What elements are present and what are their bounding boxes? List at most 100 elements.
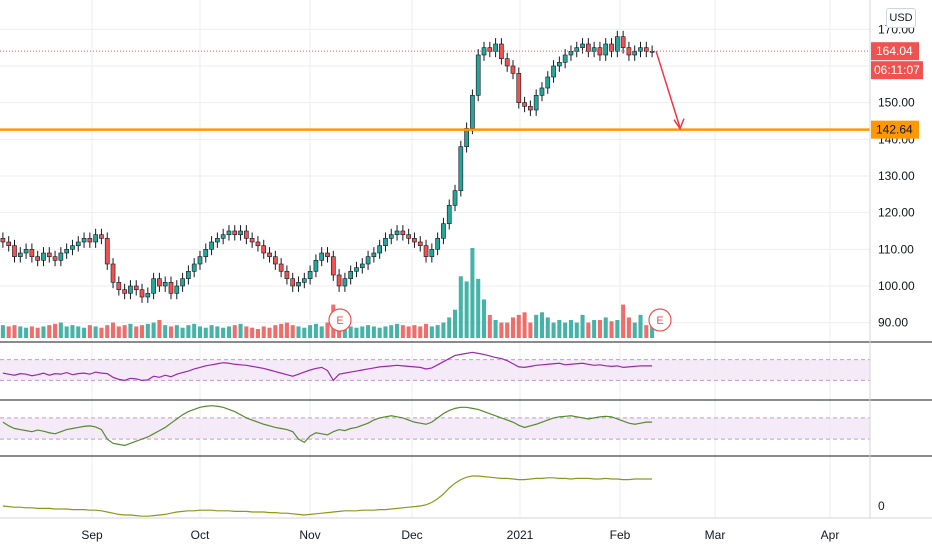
volume-bar [111,322,116,338]
volume-bar [18,326,23,338]
volume-bar [261,326,266,338]
volume-bar [6,326,11,338]
candle-body [267,252,272,257]
candle-body [301,278,307,283]
candle-body [609,43,614,52]
volume-bar [290,325,295,338]
indicator-panes [0,341,932,517]
candle-body [249,238,255,243]
volume-bar [447,317,452,338]
candle-body [412,238,417,243]
candle-body [17,252,23,257]
indicator-band [0,417,870,440]
volume-bar [371,326,376,338]
candle-body [0,238,6,243]
candle-body [307,271,313,279]
volume-bar [238,323,243,338]
candle-body [174,285,180,294]
currency-label: USD [889,12,913,24]
volume-bar [128,323,133,338]
candle-body [464,128,469,147]
currency-button[interactable]: USD [886,8,916,28]
candle-body [145,293,151,298]
earnings-marker-label: E [336,315,343,327]
candle-body [226,230,232,235]
candle-body [81,238,87,243]
candle-body [388,234,394,239]
volume-bar [24,327,29,338]
volume-bar [586,322,591,338]
volume-bars [0,248,655,338]
candle-body [319,252,325,261]
y-tick-label: 150.00 [878,96,915,110]
volume-bar [122,325,127,338]
candle-body [64,249,69,254]
candle-body [336,274,342,287]
volume-bar [395,323,400,338]
candle-body [603,43,609,56]
candle-body [162,282,168,287]
volume-bar [632,322,637,338]
volume-bar [452,309,458,338]
countdown-tag [871,61,923,80]
volume-bar [424,323,429,338]
volume-bar [273,325,278,338]
volume-bar [29,326,34,338]
candle-body [70,245,75,250]
volume-bar [383,326,388,338]
candle-body [522,102,527,107]
countdown-label: 06:11:07 [874,63,920,77]
candle-body [470,95,475,129]
candle-body [441,223,446,239]
volume-bar [168,326,174,338]
volume-bar [267,327,272,338]
candle-body [580,43,585,48]
volume-bar [0,325,5,338]
volume-bar [377,327,382,338]
candle-body [643,47,649,52]
candle-body [41,252,46,261]
candle-body [35,256,41,261]
indicator-line [2,351,653,382]
volume-bar [435,325,440,338]
volume-bar [534,314,539,338]
volume-bar [551,322,556,338]
candle-body [232,230,238,235]
volume-bar [284,322,289,338]
candle-body [365,256,371,265]
candle-body [417,241,423,246]
volume-bar [539,312,544,338]
volume-bar [93,326,98,338]
volume-bar [609,321,614,338]
earnings-marker [648,308,672,332]
volume-bar [638,314,643,338]
volume-bar [186,325,191,338]
volume-bar [342,325,347,338]
candle-body [371,252,377,257]
candle-body [325,252,330,257]
candle-body [348,271,354,279]
volume-bar [244,326,249,338]
candle-body [493,43,498,52]
volume-bar [99,327,104,338]
candle-body [116,282,122,290]
volume-bar [429,326,434,338]
candle-body [215,238,220,243]
candle-body [122,289,127,294]
volume-bar [58,322,63,338]
volume-bar [366,325,371,338]
forecast-arrow-head [673,118,685,131]
x-tick-label: Oct [191,528,210,542]
candle-body [180,278,185,287]
volume-bar [354,327,359,338]
volume-bar [209,325,214,338]
candle-body [597,47,603,56]
volume-bar [516,314,521,338]
candle-body [435,238,440,250]
y-tick-label: 120.00 [878,206,915,220]
candle-body [133,285,139,290]
volume-bar [250,327,255,338]
volume-bar [557,320,562,338]
